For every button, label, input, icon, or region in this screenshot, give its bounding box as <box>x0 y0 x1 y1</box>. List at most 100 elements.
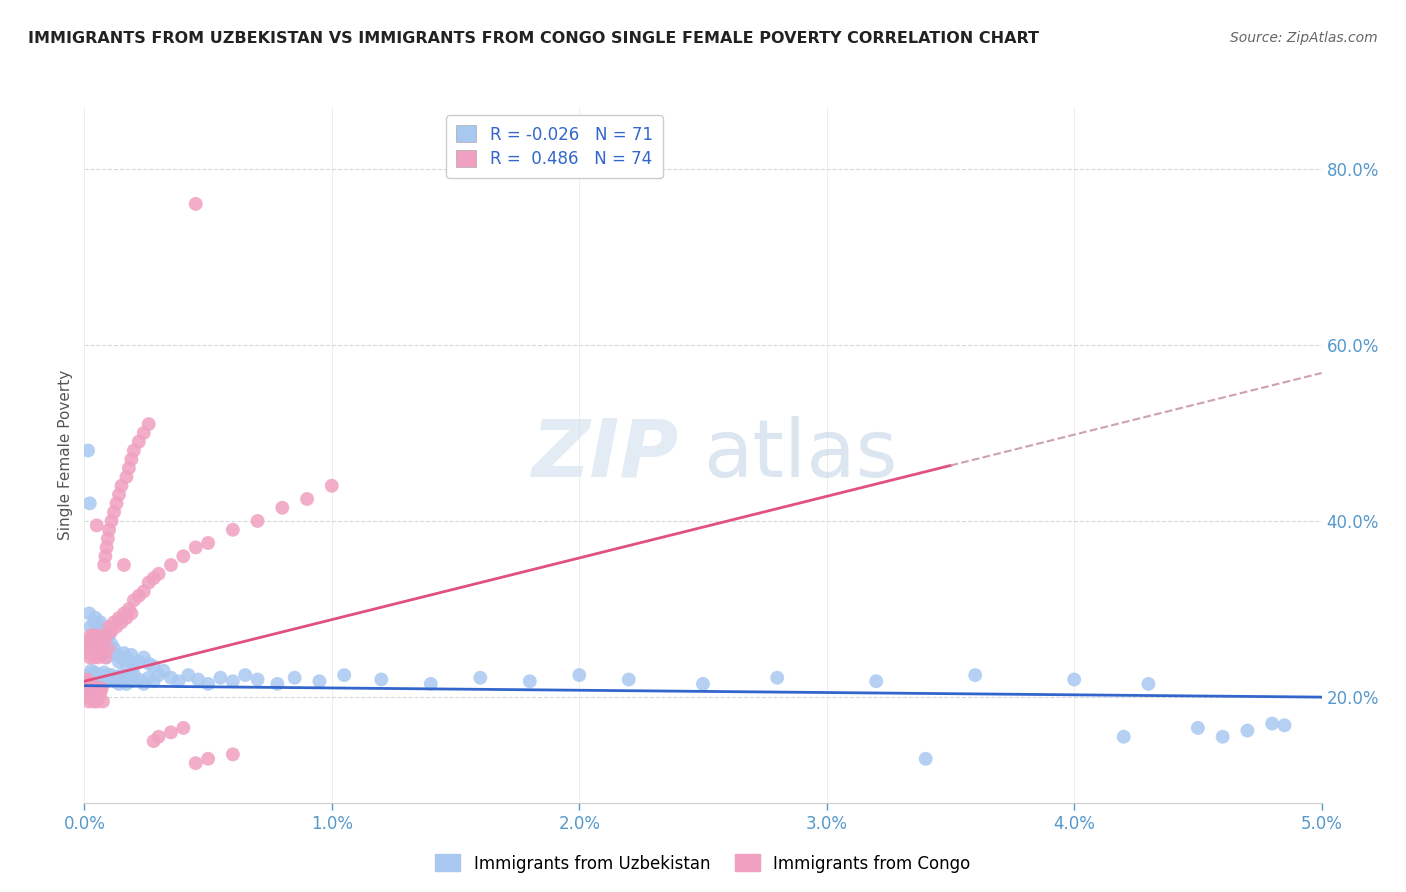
Point <box>519 674 541 689</box>
Point <box>84 681 107 696</box>
Point <box>112 646 135 660</box>
Point <box>105 620 128 634</box>
Point <box>120 607 142 621</box>
Point <box>103 505 125 519</box>
Point <box>184 756 207 771</box>
Point <box>120 674 142 689</box>
Point <box>142 659 165 673</box>
Point <box>87 677 110 691</box>
Point <box>90 673 112 687</box>
Point <box>110 615 132 630</box>
Point <box>197 752 219 766</box>
Point <box>321 479 343 493</box>
Point <box>79 620 101 634</box>
Point <box>96 541 118 555</box>
Point <box>160 671 183 685</box>
Point <box>142 674 165 689</box>
Point <box>105 671 128 685</box>
Point <box>118 461 141 475</box>
Point <box>692 677 714 691</box>
Point <box>100 624 122 638</box>
Point <box>79 686 101 700</box>
Point <box>91 646 114 660</box>
Point <box>75 677 97 691</box>
Point <box>98 628 121 642</box>
Text: IMMIGRANTS FROM UZBEKISTAN VS IMMIGRANTS FROM CONGO SINGLE FEMALE POVERTY CORREL: IMMIGRANTS FROM UZBEKISTAN VS IMMIGRANTS… <box>28 31 1039 46</box>
Point <box>83 673 105 687</box>
Point <box>128 655 150 669</box>
Point <box>79 681 101 696</box>
Point <box>98 673 121 687</box>
Point <box>80 677 103 691</box>
Point <box>965 668 987 682</box>
Point <box>77 686 100 700</box>
Point <box>914 752 936 766</box>
Point <box>87 671 110 685</box>
Point <box>120 452 142 467</box>
Point <box>86 518 108 533</box>
Point <box>103 615 125 630</box>
Point <box>197 536 219 550</box>
Point <box>84 674 107 689</box>
Point <box>110 650 132 665</box>
Point <box>115 677 138 691</box>
Point <box>80 673 103 687</box>
Point <box>1137 677 1160 691</box>
Point <box>96 650 118 665</box>
Point <box>246 673 269 687</box>
Point <box>167 674 190 689</box>
Point <box>1274 718 1296 732</box>
Point <box>80 632 103 647</box>
Point <box>118 653 141 667</box>
Point <box>89 628 111 642</box>
Point <box>617 673 640 687</box>
Point <box>209 671 232 685</box>
Point <box>83 694 105 708</box>
Point <box>83 628 105 642</box>
Point <box>98 620 121 634</box>
Point <box>89 620 111 634</box>
Point <box>89 641 111 656</box>
Point <box>128 589 150 603</box>
Point <box>120 648 142 662</box>
Point <box>100 514 122 528</box>
Point <box>94 549 117 564</box>
Point <box>271 500 294 515</box>
Point <box>77 646 100 660</box>
Point <box>79 607 101 621</box>
Point <box>77 637 100 651</box>
Point <box>83 690 105 705</box>
Point <box>93 665 115 680</box>
Point <box>75 674 97 689</box>
Point <box>132 584 155 599</box>
Point <box>83 650 105 665</box>
Point <box>77 443 100 458</box>
Point <box>86 624 108 638</box>
Point <box>1187 721 1209 735</box>
Point <box>79 668 101 682</box>
Point <box>122 593 145 607</box>
Point <box>138 671 160 685</box>
Text: atlas: atlas <box>703 416 897 494</box>
Point <box>172 721 194 735</box>
Point <box>82 686 104 700</box>
Point <box>370 673 392 687</box>
Point <box>100 668 122 682</box>
Point <box>97 641 120 656</box>
Point <box>118 602 141 616</box>
Point <box>93 632 115 647</box>
Point <box>79 650 101 665</box>
Y-axis label: Single Female Poverty: Single Female Poverty <box>58 370 73 540</box>
Point <box>108 655 131 669</box>
Point <box>470 671 492 685</box>
Point <box>128 434 150 449</box>
Point <box>76 673 98 687</box>
Point <box>103 674 125 689</box>
Point <box>142 734 165 748</box>
Point <box>295 491 318 506</box>
Point <box>94 671 117 685</box>
Point <box>1212 730 1234 744</box>
Point <box>90 681 112 696</box>
Point <box>184 197 207 211</box>
Point <box>152 664 174 678</box>
